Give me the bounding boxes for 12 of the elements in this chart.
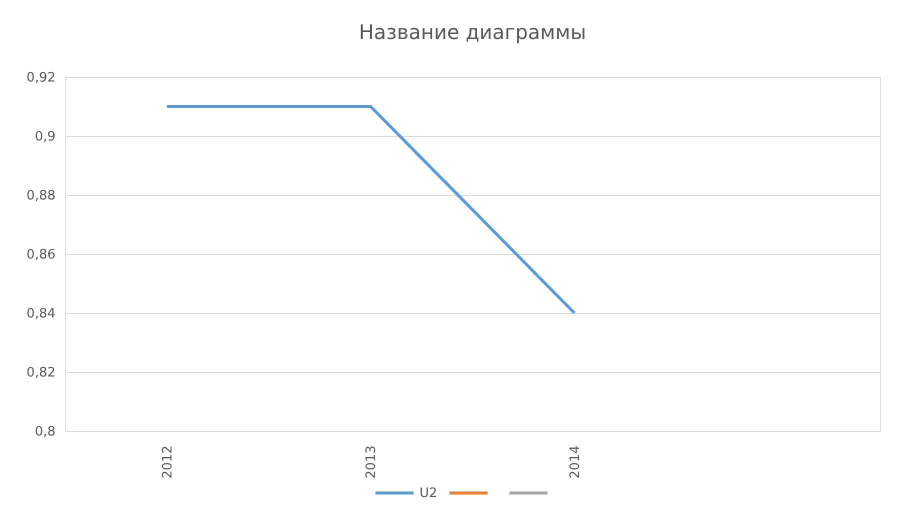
- x-tick-label: 2014: [568, 446, 583, 479]
- y-tick-label: 0,84: [26, 306, 56, 322]
- y-tick-label: 0,8: [34, 424, 56, 440]
- x-tick-label: 2012: [160, 446, 176, 479]
- y-tick-label: 0,86: [26, 248, 56, 262]
- legend-label: U2: [420, 486, 438, 501]
- y-tick-label: 0,82: [26, 366, 56, 380]
- y-tick-label: 0,9: [34, 130, 56, 144]
- y-tick-label: 0,92: [26, 70, 56, 86]
- chart-title: Название диаграммы: [358, 20, 586, 44]
- y-tick-label: 0,88: [26, 188, 56, 204]
- x-tick-label: 2013: [364, 446, 380, 479]
